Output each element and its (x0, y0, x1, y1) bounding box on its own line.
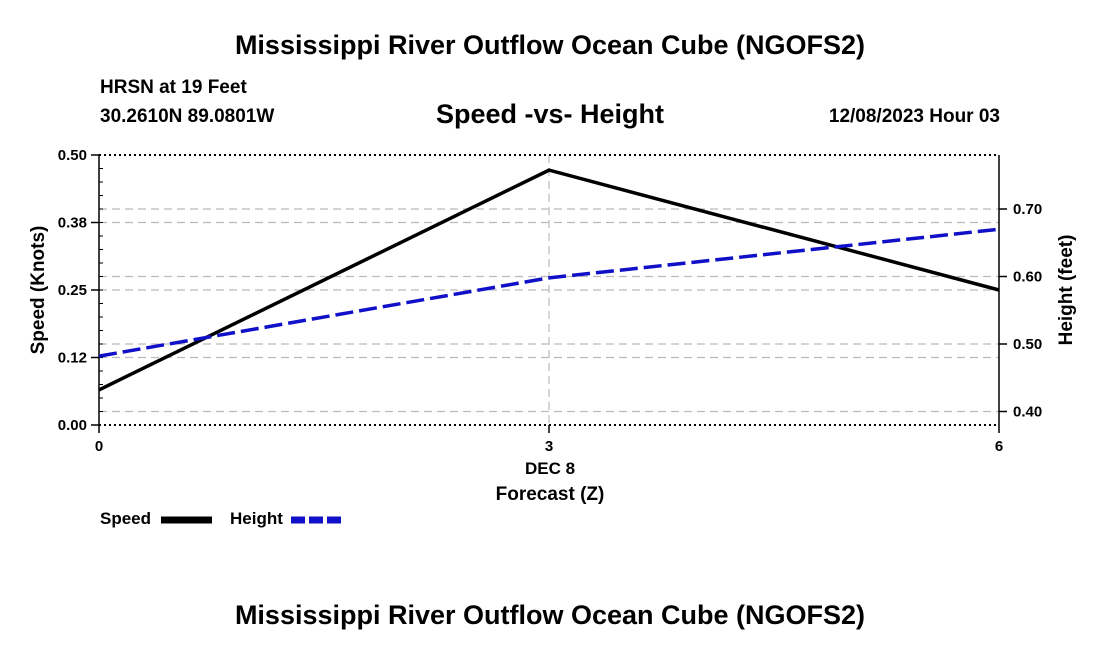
x-tick-label: 3 (545, 438, 553, 455)
y-right-tick-label: 0.50 (1013, 336, 1042, 353)
station-coords: 30.2610N 89.0801W (100, 106, 275, 127)
y-left-tick-label: 0.12 (58, 350, 87, 367)
station-name: HRSN at 19 Feet (100, 77, 247, 98)
legend-height-label: Height (230, 509, 283, 528)
y-axis-right-label: Height (feet) (1056, 235, 1077, 346)
y-left-tick-label: 0.25 (58, 282, 87, 299)
chart-series (98, 168, 1000, 392)
y-right-tick-label: 0.60 (1013, 269, 1042, 286)
y-left-tick-label: 0.00 (58, 417, 87, 434)
chart-title: Speed -vs- Height (435, 99, 665, 129)
legend-speed-label: Speed (100, 509, 152, 528)
x-axis-label: Forecast (Z) (496, 484, 605, 505)
y-axis-left-label: Speed (Knots) (28, 226, 49, 355)
y-right-tick-label: 0.40 (1013, 404, 1042, 421)
y-left-tick-label: 0.38 (58, 215, 87, 232)
forecast-datetime: 12/08/2023 Hour 03 (828, 106, 1000, 127)
x-tick-label: 0 (95, 438, 103, 455)
y-right-tick-label: 0.70 (1013, 201, 1042, 218)
y-left-tick-label: 0.50 (58, 147, 87, 164)
chart-grid (99, 155, 999, 425)
chart-ticks: 0 3 6 0.00 0.12 0.25 0.38 0.50 0.40 0.50 0.60 0.70 (58, 147, 1042, 455)
footer-title: Mississippi River Outflow Ocean Cube (NG… (234, 600, 866, 630)
x-axis-sublabel: DEC 8 (525, 459, 575, 478)
page-title: Mississippi River Outflow Ocean Cube (NG… (234, 30, 866, 60)
x-tick-label: 6 (995, 438, 1003, 455)
